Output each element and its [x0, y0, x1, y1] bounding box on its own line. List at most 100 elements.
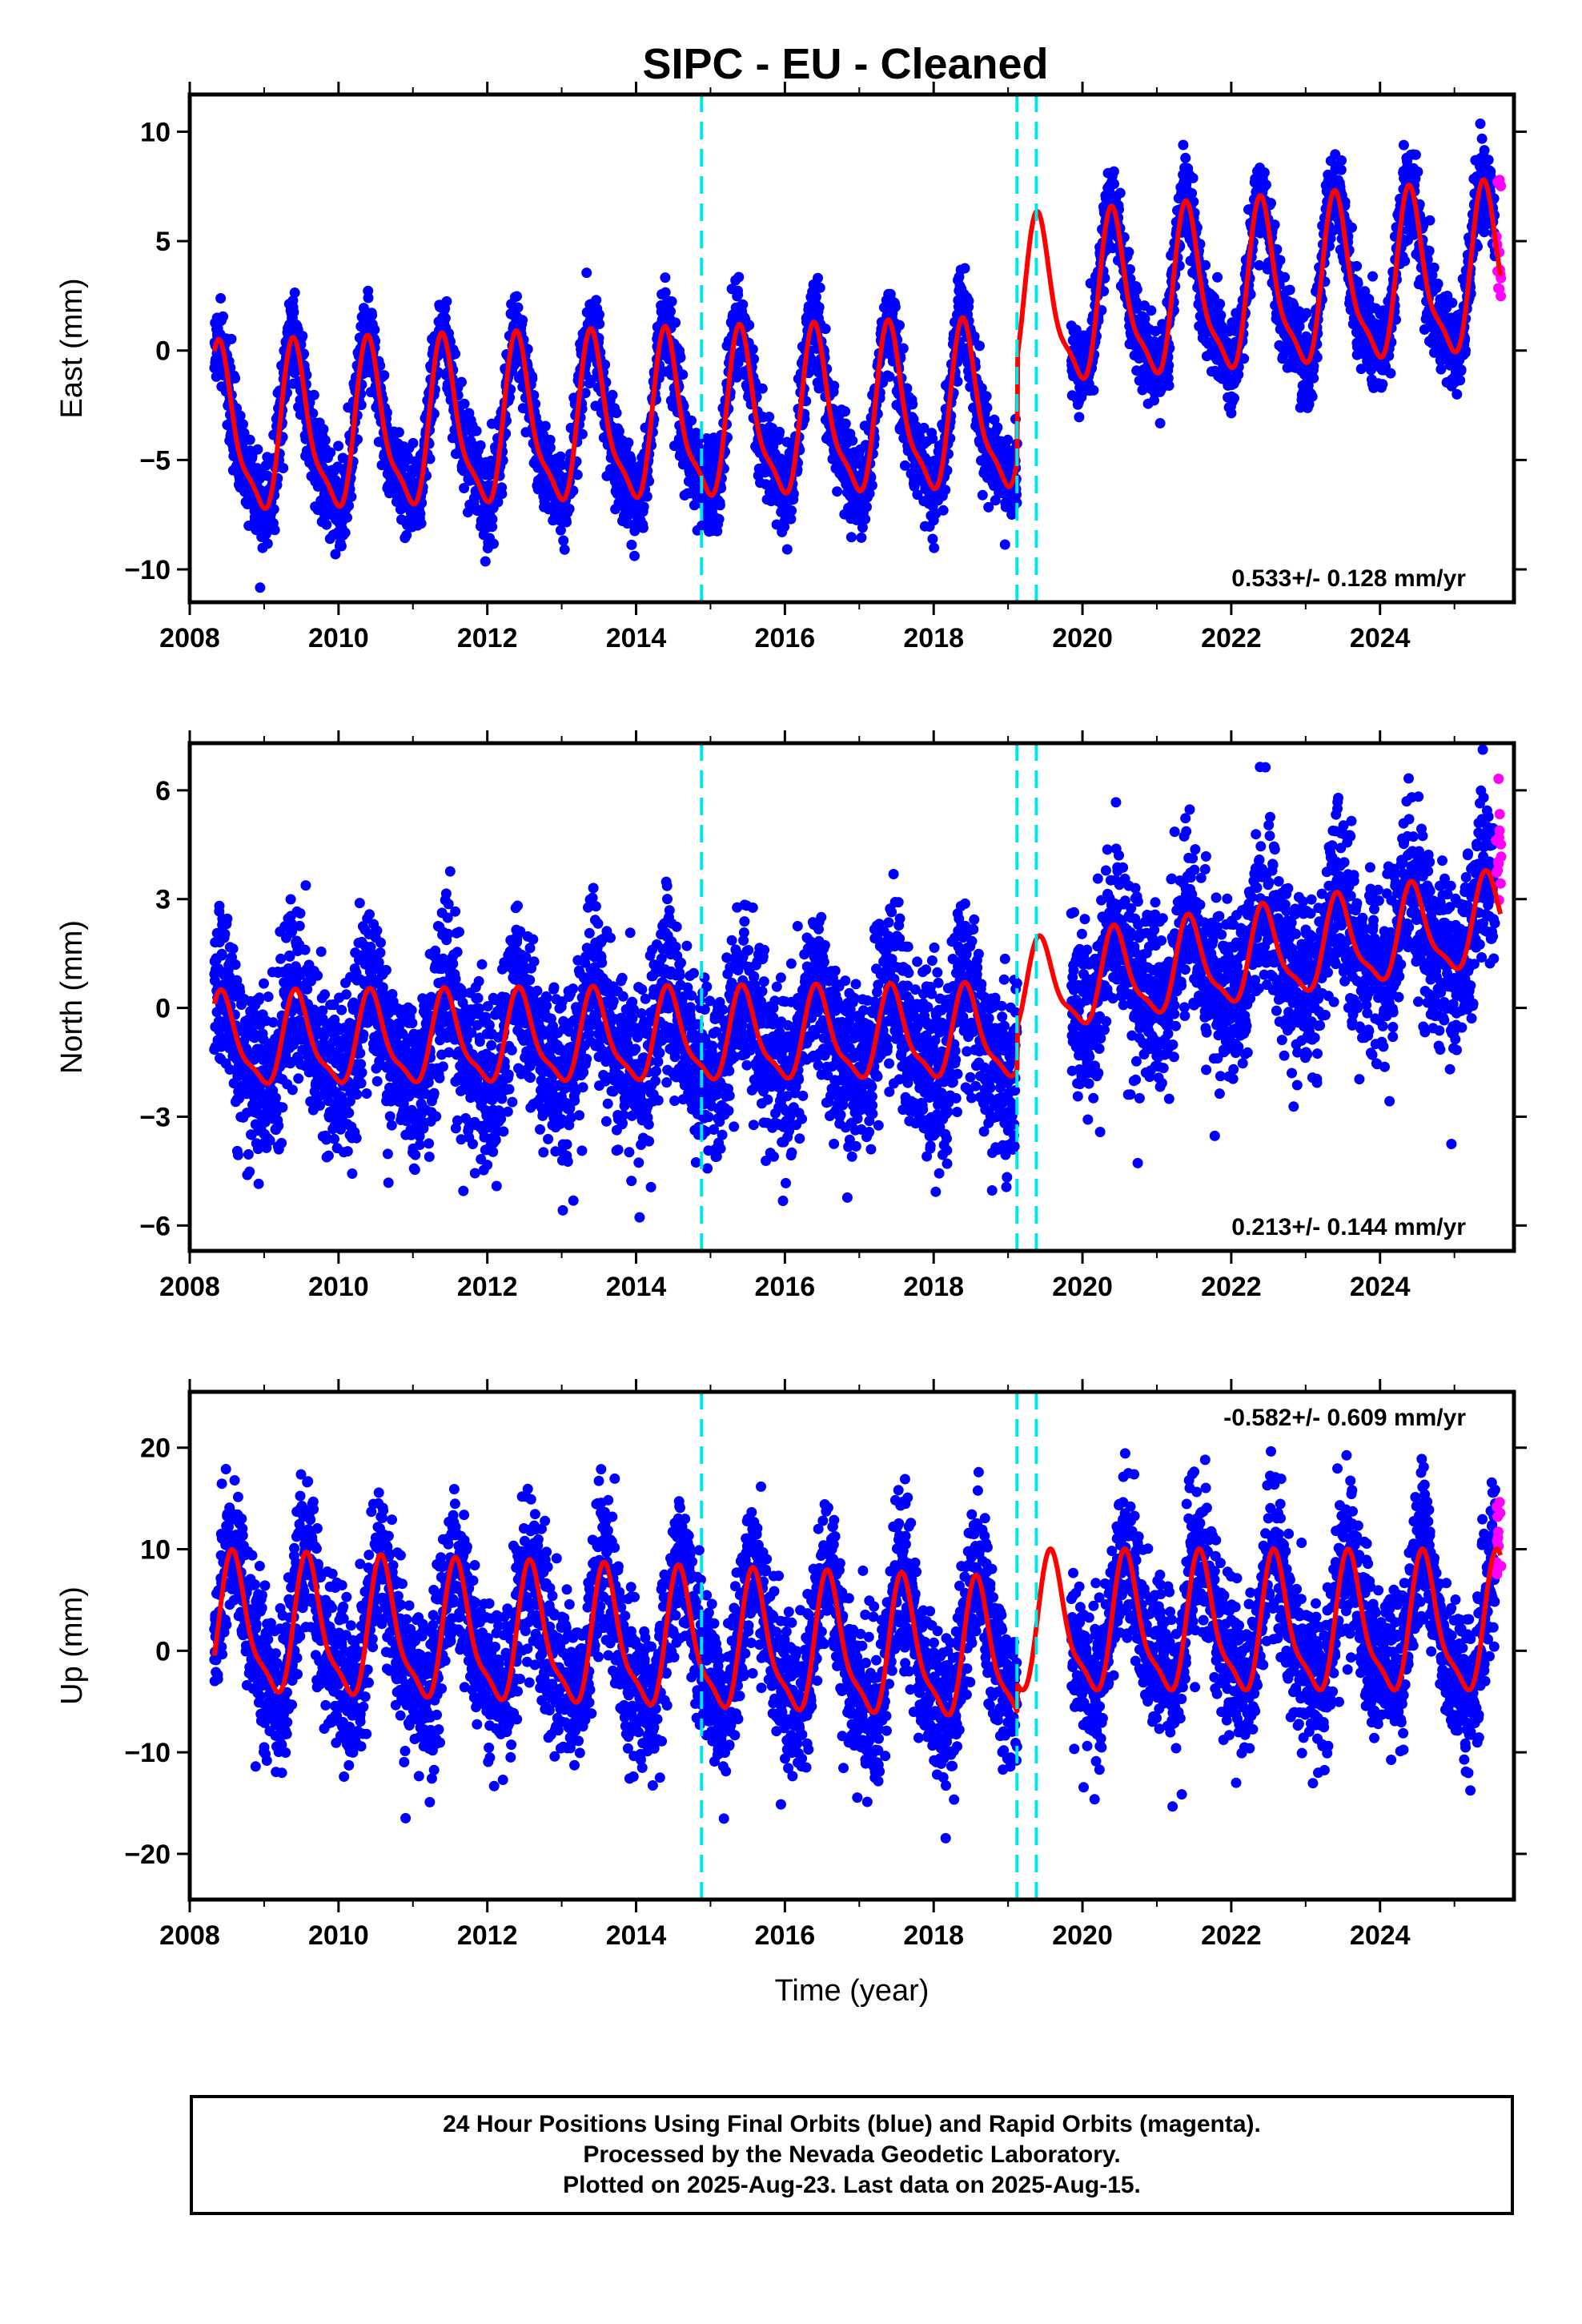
final-orbit-point — [981, 391, 992, 402]
final-orbit-point — [626, 539, 637, 550]
final-orbit-point — [786, 505, 797, 517]
final-orbit-point — [308, 389, 319, 400]
final-orbit-point — [1335, 164, 1347, 175]
final-orbit-point — [1187, 172, 1199, 183]
final-orbit-point — [832, 486, 843, 497]
final-orbit-point — [1074, 412, 1085, 423]
final-orbit-point — [813, 302, 825, 313]
final-orbit-point — [424, 453, 436, 464]
chart-title: SIPC - EU - Cleaned — [642, 40, 1048, 88]
final-orbit-point — [401, 529, 412, 541]
final-orbit-point — [1385, 368, 1396, 379]
final-orbit-point — [1002, 434, 1014, 445]
final-orbit-point — [1301, 308, 1312, 319]
final-orbit-point — [333, 440, 344, 452]
final-orbit-point — [512, 291, 522, 302]
final-orbit-point — [840, 406, 851, 417]
final-orbit-point — [269, 525, 280, 536]
final-orbit-point — [1200, 259, 1211, 271]
final-orbit-point — [289, 287, 300, 298]
final-orbit-point — [1307, 391, 1318, 402]
final-orbit-point — [540, 420, 551, 432]
final-orbit-point — [591, 295, 602, 306]
final-orbit-point — [1259, 167, 1270, 178]
final-orbit-point — [342, 512, 352, 523]
final-orbit-point — [974, 340, 985, 352]
final-orbit-point — [810, 292, 821, 303]
panel-east: 2008 2010 2012 2014 2016 2018 2020 2022 2024−10−… — [55, 82, 1527, 653]
final-orbit-point — [488, 538, 499, 549]
final-orbit-point — [487, 521, 498, 533]
final-orbit-point — [408, 437, 419, 448]
final-orbit-point — [737, 299, 749, 310]
final-orbit-point — [1212, 271, 1223, 283]
final-orbit-point — [907, 399, 918, 410]
final-orbit-point — [1154, 418, 1166, 428]
final-orbit-point — [866, 480, 877, 491]
final-orbit-point — [415, 508, 426, 519]
final-orbit-point — [581, 267, 592, 279]
final-orbit-point — [1266, 198, 1276, 209]
final-orbit-point — [611, 408, 622, 419]
final-orbit-point — [889, 301, 901, 312]
final-orbit-point — [1109, 179, 1120, 190]
final-orbit-point — [363, 292, 374, 304]
final-orbit-point — [959, 263, 970, 274]
final-orbit-point — [307, 408, 319, 419]
final-orbit-point — [813, 272, 823, 283]
final-orbit-point — [665, 306, 676, 317]
final-orbit-point — [774, 426, 785, 437]
final-orbit-point — [238, 419, 248, 430]
final-orbit-point — [733, 271, 745, 283]
final-orbit-point — [820, 324, 831, 335]
final-orbit-point — [897, 343, 909, 354]
final-orbit-point — [255, 582, 266, 593]
final-orbit-point — [637, 522, 648, 533]
final-orbit-point — [544, 442, 556, 453]
final-orbit-point — [558, 535, 569, 546]
final-orbit-point — [845, 532, 857, 543]
final-orbit-point — [450, 348, 461, 360]
final-orbit-point — [1108, 166, 1119, 177]
final-orbit-point — [847, 435, 858, 446]
final-orbit-point — [512, 302, 524, 313]
final-orbit-point — [346, 491, 357, 502]
final-orbit-point — [480, 556, 491, 567]
final-orbit-point — [1226, 408, 1237, 419]
final-orbit-point — [757, 383, 768, 394]
final-orbit-point — [369, 324, 380, 336]
final-orbit-point — [744, 320, 755, 331]
final-orbit-point — [226, 333, 237, 344]
final-orbit-point — [572, 469, 583, 480]
final-orbit-point — [982, 402, 993, 413]
final-orbit-point — [1123, 247, 1134, 258]
final-orbit-point — [927, 533, 938, 545]
final-orbit-point — [321, 519, 332, 530]
final-orbit-point — [613, 426, 624, 436]
final-orbit-point — [496, 489, 508, 500]
final-orbit-point — [576, 428, 588, 440]
final-orbit-point — [1215, 310, 1227, 321]
final-orbit-point — [339, 527, 351, 538]
final-orbit-point — [230, 372, 241, 384]
final-orbit-point — [318, 424, 329, 435]
final-orbit-point — [977, 489, 988, 501]
final-orbit-point — [861, 501, 872, 513]
final-orbit-point — [487, 513, 498, 525]
final-orbit-point — [1367, 271, 1378, 282]
final-orbit-point — [829, 380, 840, 392]
final-orbit-point — [459, 483, 470, 493]
final-orbit-point — [1163, 380, 1174, 391]
final-orbit-point — [393, 427, 404, 438]
final-orbit-point — [594, 309, 604, 320]
final-orbit-point — [1377, 379, 1388, 390]
final-orbit-point — [677, 369, 689, 380]
final-orbit-point — [330, 549, 341, 560]
final-orbit-point — [1279, 271, 1291, 283]
final-orbit-point — [440, 312, 451, 324]
final-orbit-point — [1347, 222, 1357, 233]
final-orbit-point — [675, 352, 686, 363]
final-orbit-point — [367, 310, 378, 321]
final-orbit-point — [335, 541, 347, 552]
